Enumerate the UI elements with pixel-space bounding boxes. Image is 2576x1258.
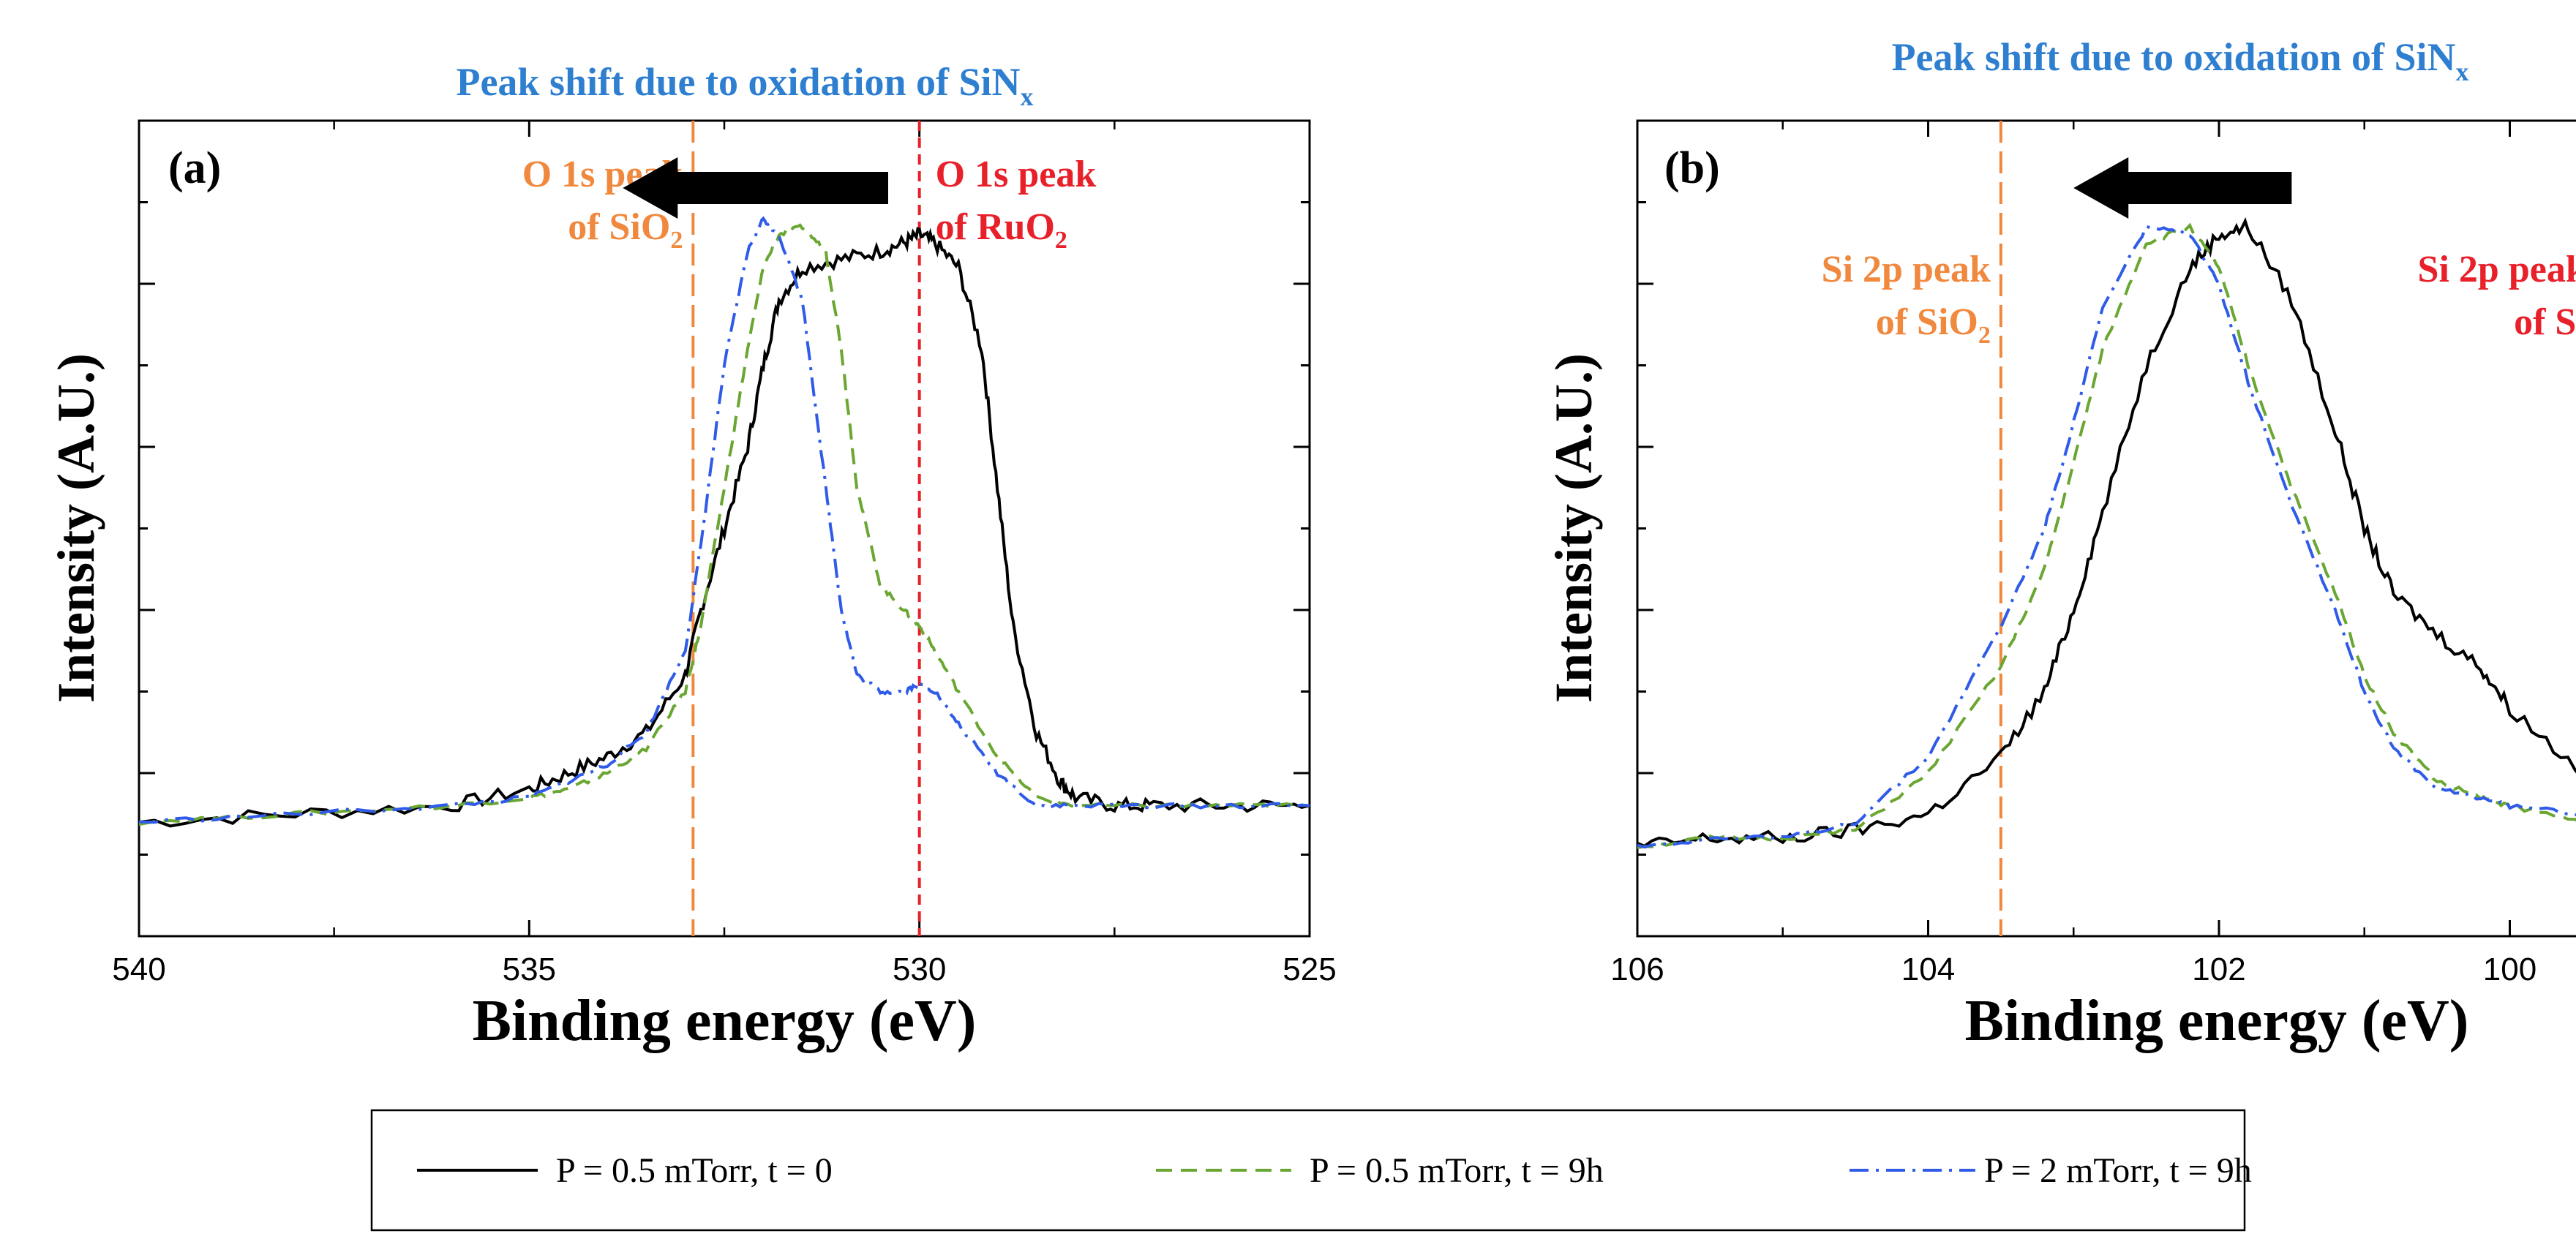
vline-label-b-0-line2: of SiO2 xyxy=(1876,301,1991,349)
vline-label-a-1-line1: O 1s peak xyxy=(936,154,1097,195)
vline-label-b-1-line2: of Si xyxy=(2514,301,2576,343)
panel-b-title: Peak shift due to oxidation of SiNx xyxy=(1891,35,2468,86)
panel-b-plot-frame xyxy=(1636,119,2576,938)
panel-a: Peak shift due to oxidation of SiNx 540 5… xyxy=(47,60,1337,1053)
panel-a-title: Peak shift due to oxidation of SiNx xyxy=(456,60,1033,111)
x-tick-label-b-1: 104 xyxy=(1901,952,1955,987)
panel-a-xlabel: Binding energy (eV) xyxy=(473,989,977,1053)
legend-label-blue: P = 2 mTorr, t = 9h xyxy=(1984,1151,2252,1190)
vline-label-a-0-line2: of SiO2 xyxy=(568,206,683,254)
x-tick-label-a-0: 540 xyxy=(112,952,165,987)
panel-b-label: (b) xyxy=(1664,143,1720,193)
legend-label-black: P = 0.5 mTorr, t = 0 xyxy=(556,1151,833,1190)
x-tick-label-a-3: 525 xyxy=(1283,952,1336,987)
panel-b-ylabel: Intensity (A.U.) xyxy=(1544,353,1603,703)
legend-label-green: P = 0.5 mTorr, t = 9h xyxy=(1310,1151,1604,1190)
panel-a-ylabel: Intensity (A.U.) xyxy=(47,353,105,703)
x-tick-label-a-1: 535 xyxy=(503,952,556,987)
vline-label-b-1-line1: Si 2p peak xyxy=(2418,249,2576,290)
x-tick-label-a-2: 530 xyxy=(893,952,946,987)
series-a-2 xyxy=(138,216,1310,824)
shift-arrow-a-icon xyxy=(623,157,888,219)
series-b-2 xyxy=(1637,225,2576,849)
series-b-0 xyxy=(1637,217,2576,848)
panel-b: Peak shift due to oxidation of SiNx 106 1… xyxy=(1544,35,2576,1053)
panel-a-label: (a) xyxy=(168,143,221,193)
series-b-1 xyxy=(1637,222,2576,850)
vline-label-b-0-line1: Si 2p peak xyxy=(1822,249,1991,290)
shift-arrow-b-icon xyxy=(2073,157,2292,219)
series-a-0 xyxy=(138,227,1310,828)
x-tick-label-b-2: 102 xyxy=(2192,952,2245,987)
legend: P = 0.5 mTorr, t = 0 P = 0.5 mTorr, t = … xyxy=(370,1109,2252,1232)
panel-b-xlabel: Binding energy (eV) xyxy=(1965,989,2469,1053)
vline-label-a-1-line2: of RuO2 xyxy=(936,206,1067,254)
series-a-1 xyxy=(138,223,1310,826)
x-tick-label-b-0: 106 xyxy=(1610,952,1664,987)
x-tick-label-b-3: 100 xyxy=(2483,952,2536,987)
